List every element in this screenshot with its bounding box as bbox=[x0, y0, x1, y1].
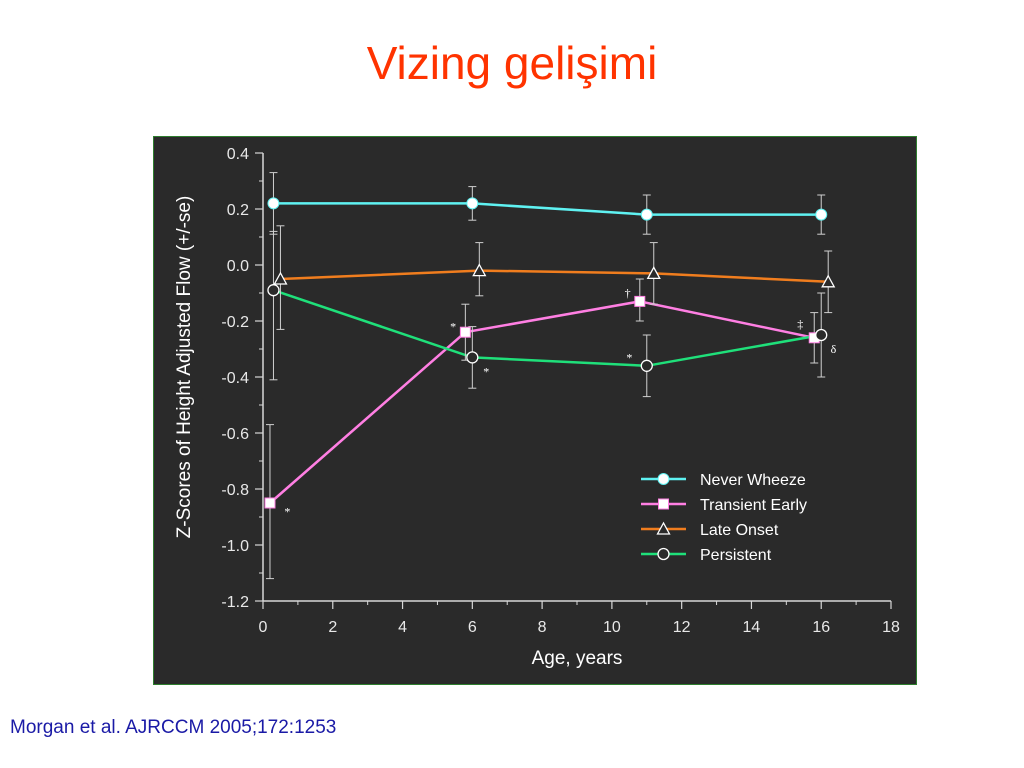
x-tick-label: 6 bbox=[468, 619, 477, 636]
slide-title: Vizing gelişimi bbox=[366, 37, 658, 89]
data-point-late-onset bbox=[273, 271, 288, 285]
significance-mark: † bbox=[625, 286, 631, 300]
data-point-late-onset bbox=[472, 263, 487, 277]
chart-panel: 0.4 0.2 0.0 -0.2 -0.4 -0.6 -0.8 -1.0 -1.2 0 2 4 6 8 10… bbox=[153, 136, 917, 685]
x-tick-label: 0 bbox=[259, 619, 268, 636]
data-point-never-wheeze bbox=[640, 208, 653, 221]
citation: Morgan et al. AJRCCM 2005;172:1253 bbox=[10, 717, 337, 738]
data-point-late-onset bbox=[821, 274, 836, 288]
series-line-transient-early bbox=[269, 300, 815, 504]
x-tick-label: 8 bbox=[538, 619, 547, 636]
significance-annotations: * * * † * ‡ δ bbox=[284, 286, 836, 518]
data-point-persistent bbox=[815, 328, 828, 342]
line-chart: 0.4 0.2 0.0 -0.2 -0.4 -0.6 -0.8 -1.0 -1.2 0 2 4 6 8 10… bbox=[174, 146, 900, 669]
legend-label-transient-early: Transient Early bbox=[700, 497, 807, 514]
y-tick-label: -0.6 bbox=[221, 426, 249, 443]
y-tick-label: -0.4 bbox=[221, 370, 249, 387]
data-point-never-wheeze bbox=[466, 197, 479, 210]
legend-label-persistent: Persistent bbox=[700, 547, 772, 564]
significance-mark: * bbox=[450, 320, 456, 334]
x-tick-label: 18 bbox=[882, 619, 900, 636]
series-line-never-wheeze bbox=[273, 202, 822, 216]
significance-mark: δ bbox=[831, 342, 837, 356]
x-tick-label: 4 bbox=[398, 619, 407, 636]
y-tick-label: -0.2 bbox=[221, 314, 249, 331]
data-point-persistent bbox=[640, 359, 653, 372]
legend-marker-transient-early bbox=[658, 498, 669, 510]
series-lines bbox=[269, 202, 829, 504]
significance-mark: * bbox=[284, 504, 290, 518]
y-axis-label: Z-Scores of Height Adjusted Flow (+/-se) bbox=[174, 196, 195, 539]
legend-label-late-onset: Late Onset bbox=[700, 522, 779, 539]
y-tick-label: 0.0 bbox=[227, 258, 249, 275]
series-line-late-onset bbox=[280, 269, 829, 284]
y-tick-label: -1.0 bbox=[221, 538, 249, 555]
legend-marker-never-wheeze bbox=[657, 473, 670, 485]
significance-mark: * bbox=[626, 350, 632, 364]
x-tick-label: 2 bbox=[328, 619, 337, 636]
data-point-transient-early bbox=[634, 295, 646, 307]
y-tick-label: -1.2 bbox=[221, 594, 249, 611]
data-point-transient-early bbox=[459, 326, 471, 338]
data-point-never-wheeze bbox=[815, 208, 828, 221]
significance-mark: * bbox=[483, 364, 489, 378]
data-point-persistent bbox=[466, 351, 479, 364]
y-tick-label: 0.2 bbox=[227, 202, 249, 219]
legend-marker-persistent bbox=[657, 547, 670, 561]
x-tick-label: 14 bbox=[743, 619, 761, 636]
data-point-late-onset bbox=[646, 266, 661, 280]
chart-axes: 0.4 0.2 0.0 -0.2 -0.4 -0.6 -0.8 -1.0 -1.2 0 2 4 6 8 10… bbox=[174, 146, 900, 669]
data-point-never-wheeze bbox=[267, 197, 280, 210]
data-point-transient-early bbox=[264, 497, 276, 509]
legend-marker-late-onset bbox=[656, 521, 671, 535]
data-point-persistent bbox=[267, 284, 280, 297]
series-line-persistent bbox=[273, 289, 822, 368]
series-markers bbox=[264, 197, 836, 509]
legend-label-never-wheeze: Never Wheeze bbox=[700, 472, 806, 489]
chart-legend: Never Wheeze Transient Early Late Onset Per… bbox=[641, 472, 807, 564]
x-tick-label: 12 bbox=[673, 619, 691, 636]
error-bars bbox=[265, 172, 833, 580]
y-tick-label: -0.8 bbox=[221, 482, 249, 499]
x-tick-label: 16 bbox=[812, 619, 830, 636]
x-tick-label: 10 bbox=[603, 619, 621, 636]
x-axis-label: Age, years bbox=[532, 648, 623, 669]
significance-mark: ‡ bbox=[797, 317, 803, 331]
y-tick-label: 0.4 bbox=[227, 146, 249, 163]
